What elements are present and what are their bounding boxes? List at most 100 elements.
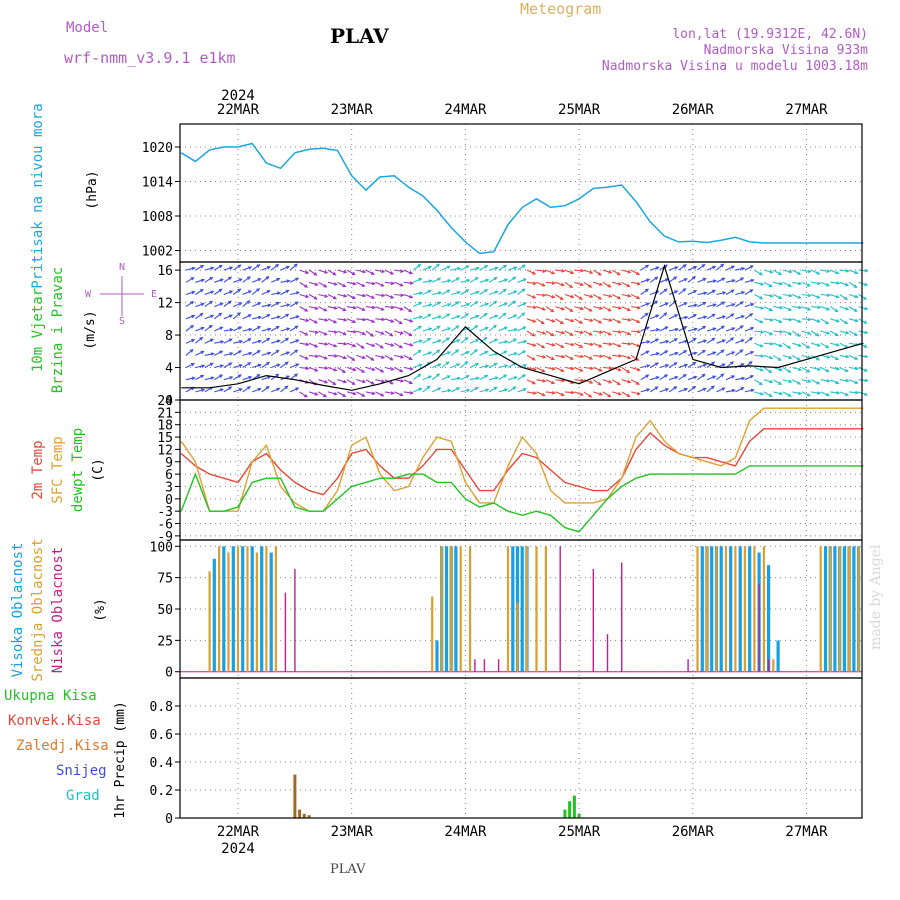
wind-arrow-head xyxy=(617,319,622,324)
wind-arrow-head xyxy=(608,380,613,384)
wind-arrow-head xyxy=(380,393,385,397)
wind-arrow-head xyxy=(579,282,584,287)
wind-arrow-head xyxy=(512,276,517,281)
wind-arrow xyxy=(498,264,507,271)
wind-arrow xyxy=(498,302,508,308)
wind-arrow-head xyxy=(608,342,613,346)
wind-arrow-head xyxy=(276,339,281,343)
ytick-label-precip: 0 xyxy=(165,812,173,827)
wind-arrow-head xyxy=(333,343,338,348)
wind-arrow xyxy=(479,279,489,283)
wind-arrow xyxy=(460,265,469,271)
wind-arrow-head xyxy=(710,385,715,390)
wind-arrow-head xyxy=(333,306,338,310)
wind-arrow xyxy=(441,265,451,271)
wind-arrow-head xyxy=(493,276,498,281)
wind-arrow-head xyxy=(275,263,280,268)
wind-arrow xyxy=(337,306,346,311)
wind-arrow xyxy=(668,352,678,356)
wind-arrow-head xyxy=(342,393,347,397)
wind-arrow-head xyxy=(314,344,319,348)
wind-arrow-head xyxy=(645,326,650,330)
wind-arrow-head xyxy=(466,278,471,283)
wind-arrow-head xyxy=(361,369,366,373)
wind-arrow xyxy=(469,291,479,296)
wind-arrow-head xyxy=(722,291,727,295)
wind-arrow xyxy=(801,367,810,373)
wind-arrow-head xyxy=(816,357,821,361)
wind-arrow xyxy=(450,277,460,283)
wind-arrow-head xyxy=(257,302,262,306)
wind-arrow-head xyxy=(797,271,802,275)
wind-arrow xyxy=(251,326,261,332)
wind-arrow xyxy=(413,316,423,320)
wind-arrow-head xyxy=(342,283,347,288)
wind-arrow xyxy=(811,318,820,323)
wind-arrow-head xyxy=(417,373,422,378)
wind-arrow-head xyxy=(731,327,736,331)
wind-arrow-head xyxy=(342,331,347,336)
wind-arrow-head xyxy=(465,351,470,355)
wind-arrow-head xyxy=(247,290,252,294)
wind-arrow-head xyxy=(636,367,641,372)
wind-arrow xyxy=(375,281,384,287)
wind-arrow-head xyxy=(484,289,489,293)
wind-arrow-head xyxy=(693,327,698,332)
wind-arrow xyxy=(763,281,773,288)
wind-arrow-head xyxy=(721,339,727,343)
wind-arrow xyxy=(450,325,459,332)
wind-arrow xyxy=(223,362,232,368)
ytick-label-temperature: -3 xyxy=(157,505,173,520)
wind-arrow xyxy=(839,269,849,272)
wind-arrow xyxy=(555,330,565,334)
wind-arrow xyxy=(185,325,194,332)
wind-arrow xyxy=(318,281,327,288)
wind-arrow xyxy=(810,293,820,299)
ytick-label-wind: 12 xyxy=(157,297,173,312)
wind-arrow-head xyxy=(692,361,697,366)
wind-arrow-head xyxy=(597,272,602,276)
wind-arrow-head xyxy=(684,315,689,320)
wind-arrow xyxy=(299,269,309,274)
wind-arrow xyxy=(214,302,223,308)
wind-arrow xyxy=(593,366,602,372)
wind-arrow-head xyxy=(362,269,367,274)
wind-arrow-head xyxy=(816,295,821,299)
top-day-label: 26MAR xyxy=(672,102,715,118)
wind-arrow-head xyxy=(835,367,841,371)
wind-arrow xyxy=(782,391,792,397)
wind-arrow xyxy=(621,354,631,359)
wind-arrow-head xyxy=(836,390,841,395)
wind-arrow xyxy=(763,330,773,335)
wind-arrow xyxy=(668,276,677,283)
wind-arrow xyxy=(232,312,241,320)
wind-arrow-head xyxy=(626,393,631,397)
wind-arrow-head xyxy=(237,312,242,316)
wind-arrow-head xyxy=(219,278,224,282)
wind-arrow-head xyxy=(266,266,272,270)
wind-arrow-head xyxy=(371,343,376,347)
wind-arrow-head xyxy=(418,315,424,319)
wind-arrow-head xyxy=(220,340,225,344)
wind-arrow-head xyxy=(324,342,329,346)
wind-arrow xyxy=(327,330,337,333)
wind-arrow xyxy=(242,290,252,296)
wind-arrow xyxy=(763,342,773,345)
wind-arrow xyxy=(479,289,488,295)
wind-arrow-head xyxy=(683,350,688,354)
wind-arrow xyxy=(725,375,735,381)
wind-arrow-head xyxy=(598,306,604,310)
wind-arrow xyxy=(744,351,754,356)
wind-arrow xyxy=(223,352,233,356)
wind-arrow xyxy=(574,379,584,382)
wind-arrow-head xyxy=(627,379,632,384)
wind-arrow xyxy=(204,376,214,381)
wind-arrow xyxy=(820,269,830,273)
wind-arrow-head xyxy=(314,368,319,372)
wind-arrow-head xyxy=(390,367,395,371)
wind-arrow-head xyxy=(484,374,489,379)
wind-arrow-head xyxy=(674,351,679,356)
wind-arrow-head xyxy=(522,278,527,282)
wind-arrow xyxy=(431,301,441,308)
wind-arrow-head xyxy=(798,281,803,286)
